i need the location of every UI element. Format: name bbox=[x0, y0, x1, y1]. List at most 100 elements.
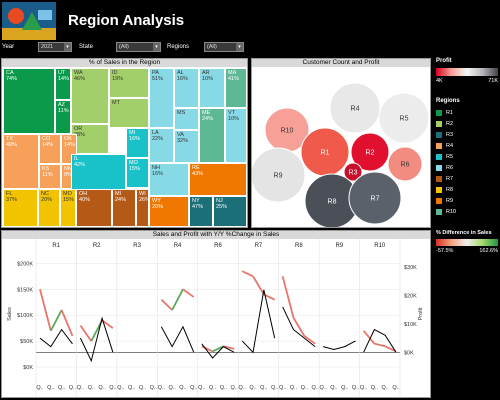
y2-tick-label: $20K bbox=[404, 294, 417, 300]
legend-label: R9 bbox=[446, 198, 454, 204]
bubble-r7[interactable] bbox=[348, 171, 402, 225]
treemap-cell[interactable]: WY 20% bbox=[149, 196, 189, 227]
x-tick-label: Q.. bbox=[249, 385, 257, 391]
bubble-r3[interactable] bbox=[343, 162, 363, 182]
bubble-r4[interactable] bbox=[329, 82, 381, 134]
column-header: R4 bbox=[174, 243, 182, 249]
treemap-cell[interactable]: FL 37% bbox=[3, 189, 38, 227]
legend-item[interactable]: R8 bbox=[436, 186, 496, 194]
legend-item[interactable]: R1 bbox=[436, 109, 496, 117]
treemap-cell[interactable]: LA 22% bbox=[149, 128, 174, 163]
state-dropdown[interactable]: (All) ▾ bbox=[116, 42, 161, 52]
x-tick-label: Q.. bbox=[319, 385, 327, 391]
treemap-cell[interactable]: MS bbox=[174, 108, 199, 130]
treemap-cell[interactable]: VT 10% bbox=[225, 108, 247, 163]
regions-label: Regions bbox=[167, 44, 190, 50]
treemap-cell[interactable]: NC 20% bbox=[38, 189, 60, 227]
regions-dropdown[interactable]: (All) ▾ bbox=[204, 42, 244, 52]
treemap-cell[interactable]: MA 41% bbox=[225, 68, 247, 108]
legend-item[interactable]: R2 bbox=[436, 120, 496, 128]
bubble-label: R1 bbox=[321, 150, 330, 157]
treemap-cell[interactable]: PA 51% bbox=[149, 68, 174, 128]
treemap-cell[interactable]: NJ 25% bbox=[213, 196, 247, 227]
treemap-cell[interactable]: WA 46% bbox=[71, 68, 109, 124]
treemap-cell[interactable]: MO 15% bbox=[126, 158, 149, 188]
treemap-cell[interactable]: OR 28% bbox=[71, 124, 109, 154]
treemap-cell[interactable]: KS 11% bbox=[39, 164, 61, 189]
x-tick-label: Q.. bbox=[150, 385, 158, 391]
sales-line-segment bbox=[252, 275, 265, 295]
bubble-label: R9 bbox=[274, 173, 283, 180]
x-tick-label: Q.. bbox=[158, 385, 166, 391]
bubble-label: R6 bbox=[401, 162, 410, 169]
treemap-cell[interactable]: VA 32% bbox=[174, 130, 199, 163]
treemap-cell[interactable]: WI 26% bbox=[136, 189, 149, 227]
y2-tick-label: $30K bbox=[404, 265, 417, 271]
x-tick-label: Q.. bbox=[198, 385, 206, 391]
legend-swatch bbox=[436, 110, 442, 116]
x-tick-label: Q.. bbox=[301, 385, 309, 391]
profit-legend-min: 4K bbox=[436, 78, 443, 84]
legend-swatch bbox=[436, 132, 442, 138]
treemap-cell[interactable]: NH 16% bbox=[149, 163, 189, 196]
treemap-cell[interactable]: CA 74% bbox=[3, 68, 55, 134]
legend-item[interactable]: R9 bbox=[436, 197, 496, 205]
treemap-cell[interactable]: MT bbox=[109, 98, 149, 128]
treemap-cell[interactable]: AL 16% bbox=[174, 68, 199, 108]
sales-line-segment bbox=[241, 270, 254, 278]
bubble-label: R4 bbox=[351, 106, 360, 113]
column-header: R9 bbox=[335, 243, 343, 249]
treemap-cell[interactable]: TX 49% bbox=[3, 134, 39, 189]
treemap-cell[interactable]: KY bbox=[112, 227, 136, 228]
year-dropdown[interactable]: 2021 ▾ bbox=[38, 42, 72, 52]
legend-label: R8 bbox=[446, 187, 454, 193]
bubble-label: R2 bbox=[366, 150, 375, 157]
treemap-cell[interactable]: MI 24% bbox=[112, 189, 136, 227]
legend-swatch bbox=[436, 209, 442, 215]
treemap-cell[interactable]: RE 43% bbox=[189, 163, 247, 196]
treemap-cell[interactable]: IL 42% bbox=[71, 154, 126, 194]
sales-line-segment bbox=[101, 319, 114, 329]
sales-line-segment bbox=[50, 309, 63, 332]
sales-profit-panel: Sales and Profit with Y/Y %Change in Sal… bbox=[1, 230, 431, 398]
column-header: R1 bbox=[52, 243, 60, 249]
y-axis-title: Sales bbox=[7, 307, 13, 321]
legend-swatch bbox=[436, 121, 442, 127]
treemap-cell[interactable]: GA 22% bbox=[3, 227, 38, 228]
bubble-r6[interactable] bbox=[387, 146, 423, 182]
bubble-r9[interactable] bbox=[252, 147, 306, 203]
treemap-cell[interactable]: IN 22% bbox=[76, 227, 136, 228]
bubble-label: R7 bbox=[371, 196, 380, 203]
legend-item[interactable]: R5 bbox=[436, 153, 496, 161]
x-tick-label: Q.. bbox=[279, 385, 287, 391]
bubble-r5[interactable] bbox=[378, 92, 430, 144]
y-tick-label: $50K bbox=[20, 339, 33, 345]
diff-legend-max: 162.6% bbox=[479, 248, 498, 254]
legend-item[interactable]: R4 bbox=[436, 142, 496, 150]
y2-axis-title: Profit bbox=[418, 307, 424, 320]
treemap-cell[interactable]: AZ 11% bbox=[55, 100, 71, 134]
bubble-r2[interactable] bbox=[350, 132, 390, 172]
bubble-panel: Customer Count and Profit R4 R5 R10 R1 R2 R3 R… bbox=[251, 58, 431, 228]
y-tick-label: $0K bbox=[23, 365, 33, 371]
column-header: R3 bbox=[133, 243, 141, 249]
legend-item[interactable]: R7 bbox=[436, 175, 496, 183]
profit-legend: Profit 4K 71K bbox=[434, 58, 498, 94]
treemap-cell[interactable]: CO 14% bbox=[39, 134, 61, 164]
treemap-cell[interactable]: UT 14% bbox=[55, 68, 71, 100]
x-tick-label: Q.. bbox=[392, 385, 400, 391]
treemap-cell[interactable]: MO 15% bbox=[60, 189, 76, 227]
treemap-cell[interactable]: ME 24% bbox=[199, 108, 225, 163]
sales-line-segment bbox=[79, 325, 92, 342]
profit-line bbox=[160, 325, 195, 353]
treemap-cell[interactable]: ID 19% bbox=[109, 68, 149, 98]
x-tick-label: Q.. bbox=[360, 385, 368, 391]
treemap-cell[interactable]: AR 10% bbox=[199, 68, 225, 108]
treemap-cell[interactable]: NY 47% bbox=[189, 196, 213, 227]
treemap-cell[interactable]: OH 40% bbox=[76, 189, 112, 227]
treemap-cell[interactable]: MI 16% bbox=[126, 128, 149, 158]
legend-item[interactable]: R10 bbox=[436, 208, 496, 216]
legend-item[interactable]: R6 bbox=[436, 164, 496, 172]
legend-item[interactable]: R3 bbox=[436, 131, 496, 139]
column-header: R10 bbox=[374, 243, 386, 249]
